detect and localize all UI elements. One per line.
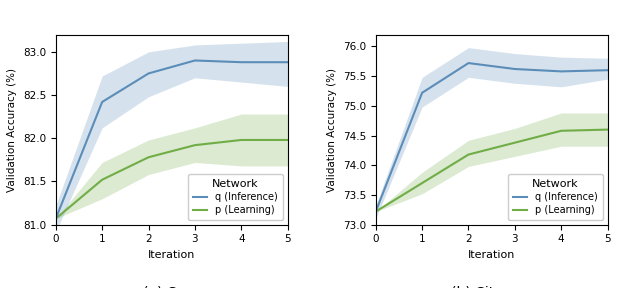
p (Learning) bbox=[372, 210, 379, 213]
q (Inference) bbox=[372, 210, 379, 213]
q (Inference) bbox=[511, 67, 518, 71]
X-axis label: Iteration: Iteration bbox=[468, 250, 515, 260]
p (Learning) bbox=[52, 217, 60, 220]
p (Learning) bbox=[99, 178, 106, 181]
q (Inference) bbox=[52, 217, 60, 220]
Line: q (Inference): q (Inference) bbox=[376, 63, 608, 212]
Y-axis label: Validation Accuracy (%): Validation Accuracy (%) bbox=[327, 68, 337, 192]
Line: p (Learning): p (Learning) bbox=[56, 140, 288, 219]
p (Learning) bbox=[465, 153, 472, 156]
q (Inference) bbox=[99, 100, 106, 104]
q (Inference) bbox=[557, 70, 565, 73]
q (Inference) bbox=[145, 72, 153, 75]
Line: p (Learning): p (Learning) bbox=[376, 130, 608, 212]
p (Learning) bbox=[237, 138, 245, 142]
Y-axis label: Validation Accuracy (%): Validation Accuracy (%) bbox=[7, 68, 17, 192]
Text: (a) Cora: (a) Cora bbox=[143, 285, 200, 288]
q (Inference) bbox=[237, 60, 245, 64]
q (Inference) bbox=[284, 60, 291, 64]
Line: q (Inference): q (Inference) bbox=[56, 60, 288, 219]
p (Learning) bbox=[418, 181, 426, 185]
q (Inference) bbox=[604, 69, 611, 72]
q (Inference) bbox=[191, 59, 198, 62]
Text: (b) Citeseer: (b) Citeseer bbox=[451, 285, 533, 288]
Legend: q (Inference), p (Learning): q (Inference), p (Learning) bbox=[508, 174, 603, 220]
p (Learning) bbox=[511, 141, 518, 144]
p (Learning) bbox=[191, 143, 198, 147]
Legend: q (Inference), p (Learning): q (Inference), p (Learning) bbox=[188, 174, 283, 220]
p (Learning) bbox=[145, 156, 153, 159]
p (Learning) bbox=[284, 138, 291, 142]
p (Learning) bbox=[604, 128, 611, 131]
p (Learning) bbox=[557, 129, 565, 132]
q (Inference) bbox=[418, 91, 426, 94]
q (Inference) bbox=[465, 61, 472, 65]
X-axis label: Iteration: Iteration bbox=[148, 250, 195, 260]
